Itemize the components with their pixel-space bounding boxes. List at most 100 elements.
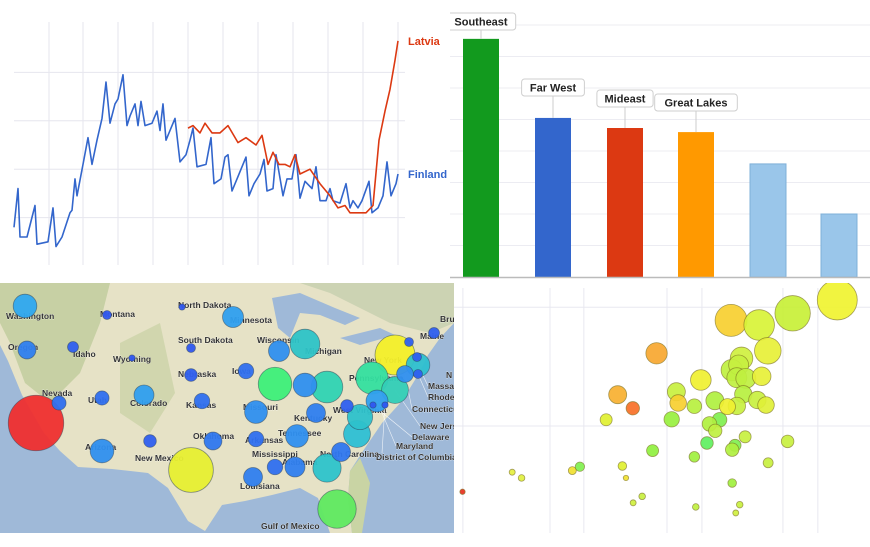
scatter-chart-panel bbox=[454, 279, 870, 542]
bubble-washington bbox=[12, 293, 38, 319]
bar-chart: Southeast Far West Mideast Great Lakes bbox=[445, 12, 870, 279]
bubble-wyoming bbox=[128, 354, 136, 362]
scatter-bubble bbox=[743, 309, 775, 341]
scatter-bubble bbox=[690, 369, 712, 391]
bubble-michigan bbox=[289, 328, 321, 360]
scatter-bubble bbox=[574, 461, 585, 472]
bar-great-lakes bbox=[678, 132, 714, 277]
scatter-bubble bbox=[625, 401, 640, 416]
scatter-bubble bbox=[736, 500, 744, 509]
scatter-bubble bbox=[738, 430, 752, 444]
bubble-maryland bbox=[365, 389, 389, 413]
map-label: South Dakota bbox=[178, 335, 233, 345]
bubble-tennessee bbox=[285, 424, 309, 448]
bubble-new-mexico bbox=[143, 434, 157, 448]
scatter-bubble bbox=[757, 396, 775, 414]
scatter-bubble bbox=[751, 366, 772, 387]
annotation-box bbox=[596, 89, 654, 108]
series-line-latvia bbox=[187, 40, 399, 214]
map-label: Nevada bbox=[42, 388, 73, 398]
scatter-bubble bbox=[732, 509, 740, 517]
series-label-latvia: Latvia bbox=[408, 36, 441, 48]
scatter-bubble bbox=[754, 337, 782, 365]
scatter-bubble bbox=[645, 342, 668, 365]
bubble-wisconsin bbox=[268, 340, 290, 362]
map-label: Minnesota bbox=[230, 315, 272, 325]
annotation-box bbox=[654, 93, 738, 112]
bubble-south-carolina bbox=[331, 442, 351, 462]
bubble-south-dakota bbox=[186, 343, 196, 353]
bubble-vermont bbox=[412, 352, 422, 362]
map-label: New Jersey bbox=[420, 421, 454, 431]
bubble-nevada bbox=[51, 395, 67, 411]
map-label: Maryland bbox=[396, 441, 433, 451]
great-lakes bbox=[272, 293, 360, 338]
bubble-missouri bbox=[244, 400, 268, 424]
annotation-box bbox=[521, 78, 585, 97]
bubble-california bbox=[7, 394, 65, 452]
map-label: Gulf of Mexico bbox=[261, 521, 320, 531]
bubble-new-hampshire bbox=[404, 337, 414, 347]
scatter-bubble bbox=[774, 295, 811, 332]
bubble-arizona bbox=[89, 438, 115, 464]
scatter-bubble bbox=[459, 488, 466, 495]
bubble-map: WashingtonMontanaNorth DakotaMinnesotaOr… bbox=[0, 283, 454, 533]
bubble-new-jersey bbox=[381, 376, 409, 404]
bubble-rhode-island bbox=[413, 369, 423, 379]
map-label: New Mexico bbox=[135, 453, 184, 463]
bubble-nebraska bbox=[184, 368, 198, 382]
scatter-bubble bbox=[780, 434, 795, 449]
scatter-bubble bbox=[700, 436, 714, 450]
scatter-bubble bbox=[622, 474, 630, 482]
scatter-bubble bbox=[567, 466, 577, 476]
bubble-idaho bbox=[67, 341, 79, 353]
scatter-bubble bbox=[638, 492, 646, 501]
map-label: Rhode Island bbox=[428, 392, 454, 402]
terrain-canada bbox=[300, 283, 454, 333]
scatter-bubble bbox=[727, 478, 737, 488]
scatter-bubble bbox=[686, 398, 703, 414]
map-label: Massachusetts bbox=[428, 381, 454, 391]
map-label: Delaware bbox=[412, 432, 450, 442]
map-label: Arkansas bbox=[245, 435, 284, 445]
scatter-bubble bbox=[608, 385, 628, 405]
scatter-bubble bbox=[692, 503, 700, 511]
lake-erie bbox=[340, 328, 395, 345]
bubble-louisiana bbox=[243, 467, 263, 487]
bubble-delaware bbox=[369, 401, 377, 409]
bar-unlabeled-4 bbox=[749, 163, 787, 278]
scatter-bubble bbox=[617, 461, 628, 471]
bubble-oklahoma bbox=[203, 431, 223, 451]
bubble-alabama bbox=[284, 456, 306, 478]
scatter-bubble bbox=[762, 457, 774, 469]
leader-line bbox=[381, 404, 386, 454]
bubble-north-dakota bbox=[178, 303, 186, 311]
bar-unlabeled-5 bbox=[820, 213, 858, 278]
scatter-bubble bbox=[663, 411, 680, 428]
scatter-bubble bbox=[508, 468, 516, 476]
bubble-district-of-columbia bbox=[381, 401, 389, 409]
series-line-finland bbox=[13, 74, 399, 248]
map-label: Mississippi bbox=[252, 449, 298, 459]
scatter-bubble bbox=[646, 444, 660, 457]
map-label: Wisconsin bbox=[257, 335, 299, 345]
bubble-mississippi bbox=[266, 458, 284, 476]
scatter-bubble bbox=[669, 394, 687, 412]
scatter-bubble bbox=[629, 499, 637, 507]
scatter-bubble bbox=[688, 451, 701, 463]
map-label: Montana bbox=[100, 309, 135, 319]
scatter-bubble bbox=[719, 398, 736, 416]
map-label: N bbox=[446, 370, 452, 380]
annotation-label: Great Lakes bbox=[665, 98, 728, 110]
map-label: Michigan bbox=[305, 346, 342, 356]
line-chart-panel: Finland Latvia bbox=[0, 0, 450, 270]
annotation-label: Southeast bbox=[454, 17, 508, 29]
bubble-illinois bbox=[257, 366, 293, 402]
scatter-bubble bbox=[725, 442, 740, 457]
series-label-finland: Finland bbox=[408, 169, 447, 181]
map-label: North Dakota bbox=[178, 300, 232, 310]
scatter-bubble bbox=[816, 279, 858, 321]
bar-mideast bbox=[607, 128, 643, 277]
map-label: Connecticut bbox=[412, 404, 454, 414]
scatter-bubble bbox=[599, 413, 613, 427]
